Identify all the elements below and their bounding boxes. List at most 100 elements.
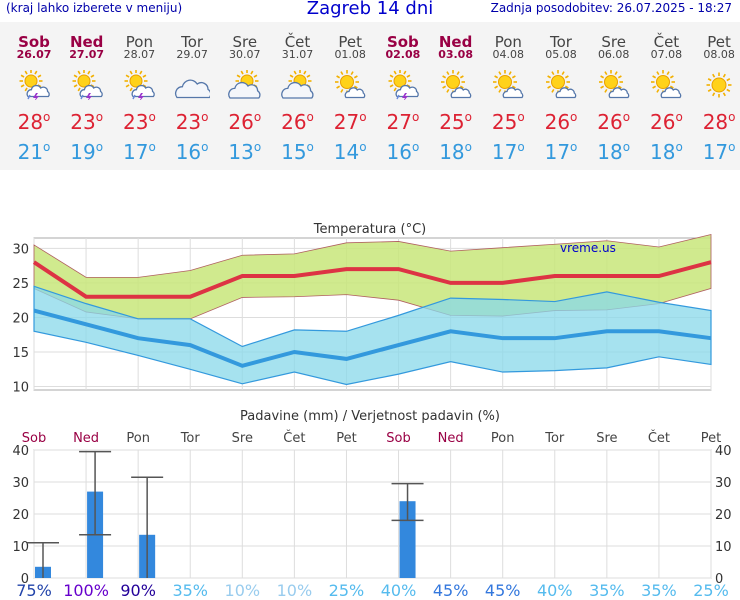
day-date: 31.07 [281, 48, 314, 61]
degree-mark: o [148, 110, 156, 124]
sun-small-cloud-icon [546, 70, 577, 99]
degree-mark: o [306, 110, 314, 124]
watermark: vreme.us [560, 241, 616, 255]
day-name: Sre [601, 33, 626, 51]
min-temperature: 16o [166, 140, 218, 164]
degree-mark: o [622, 140, 631, 154]
degree-mark: o [728, 140, 736, 154]
precipitation-probability: 40% [381, 581, 417, 600]
forecast-day: Čet 07.08 26o 18o [640, 22, 692, 170]
sun-icon [706, 72, 732, 98]
y-tick-label-right: 10 [715, 540, 732, 555]
sun-small-cloud-icon [598, 70, 629, 99]
min-temperature-value: 17 [544, 140, 571, 164]
daily-forecast-strip: Sob 26.07 28o 21o Ned 27.07 23o 19o Pon 28.07 23o 1… [0, 22, 740, 170]
x-tick-label: Čet [283, 430, 305, 446]
x-tick-label: Sob [386, 431, 410, 446]
precipitation-chart-title: Padavine (mm) / Verjetnost padavin (%) [240, 409, 500, 424]
degree-mark: o [43, 110, 51, 124]
min-temperature-value: 17 [702, 140, 729, 164]
forecast-day: Čet 31.07 26o 15o [272, 22, 324, 170]
min-temperature: 17o [693, 140, 740, 164]
max-temperature: 27o [324, 110, 376, 134]
max-temperature: 28o [8, 110, 60, 134]
day-name: Čet [653, 33, 680, 51]
day-name: Pet [338, 33, 362, 51]
sun-cloud-icon [280, 70, 314, 99]
min-temperature-value: 21 [17, 140, 44, 164]
day-date: 26.07 [16, 48, 52, 61]
temperature-chart: Temperatura (°C) 10 15 20 25 30 vreme.us [12, 222, 712, 396]
day-name: Pon [125, 33, 153, 51]
x-tick-label: Pon [126, 431, 150, 446]
sun-small-cloud-icon [493, 70, 524, 99]
precipitation-probability: 35% [589, 581, 625, 600]
temperature-chart-title: Temperatura (°C) [313, 222, 426, 237]
x-tick-label: Sre [596, 431, 617, 446]
degree-mark: o [201, 110, 209, 124]
day-date: 03.08 [438, 48, 473, 61]
y-tick-label-right: 20 [715, 508, 732, 523]
degree-mark: o [148, 140, 156, 154]
min-temperature-value: 18 [597, 140, 623, 164]
degree-mark: o [517, 140, 525, 154]
min-temperature: 14o [324, 140, 376, 164]
min-temperature-value: 16 [175, 140, 202, 164]
max-temperature: 26o [535, 110, 587, 134]
degree-mark: o [43, 140, 51, 154]
min-temperature: 18o [588, 140, 640, 164]
x-tick-label: Ned [73, 431, 99, 446]
x-tick-label: Ned [438, 431, 464, 446]
min-temperature: 17o [113, 140, 165, 164]
forecast-day: Ned 27.07 23o 19o [61, 22, 113, 170]
cloud-icon [175, 79, 211, 99]
precipitation-probability: 35% [641, 581, 677, 600]
min-temperature-value: 19 [70, 140, 96, 164]
day-name: Pet [707, 33, 731, 51]
degree-mark: o [359, 140, 367, 154]
max-temperature-value: 27 [333, 110, 360, 134]
max-temperature-value: 25 [491, 110, 518, 134]
precipitation-probability: 10% [225, 581, 261, 600]
forecast-day: Pon 04.08 25o 17o [482, 22, 534, 170]
day-date: 08.08 [703, 48, 735, 61]
sun-cloud-icon [227, 70, 261, 99]
precipitation-probability: 25% [329, 581, 365, 600]
min-temperature: 17o [535, 140, 587, 164]
y-tick-label-right: 40 [715, 444, 732, 459]
forecast-day: Pet 08.08 28o 17o [693, 22, 740, 170]
degree-mark: o [464, 140, 472, 154]
precipitation-probability: 100% [63, 581, 109, 600]
location-menu-hint[interactable]: (kraj lahko izberete v meniju) [6, 1, 183, 15]
day-name: Sre [232, 33, 258, 51]
x-tick-label: Čet [648, 430, 670, 446]
y-tick-label-right: 0 [715, 572, 723, 587]
day-name: Ned [69, 33, 104, 51]
forecast-day: Sob 26.07 28o 21o [8, 22, 60, 170]
max-temperature-value: 25 [439, 110, 465, 134]
precipitation-probability: 90% [120, 581, 156, 600]
precipitation-probability: 25% [693, 581, 729, 600]
x-tick-label: Pet [336, 431, 356, 446]
max-temperature-value: 26 [544, 110, 571, 134]
max-temperature: 23o [113, 110, 165, 134]
day-name: Tor [550, 33, 572, 51]
max-temperature-value: 26 [597, 110, 623, 134]
max-temperature-value: 23 [175, 110, 202, 134]
y-tick-label: 20 [12, 508, 29, 523]
min-temperature: 15o [272, 140, 324, 164]
max-temperature-value: 26 [228, 110, 254, 134]
degree-mark: o [253, 140, 262, 154]
max-temperature-value: 27 [386, 110, 412, 134]
forecast-day: Ned 03.08 25o 18o [430, 22, 482, 170]
precipitation-probability: 35% [172, 581, 208, 600]
max-temperature: 28o [693, 110, 740, 134]
min-temperature-value: 16 [386, 140, 412, 164]
max-temperature-value: 26 [649, 110, 676, 134]
top-bar: (kraj lahko izberete v meniju) Zagreb 14… [0, 0, 740, 22]
day-date: 29.07 [176, 48, 208, 61]
degree-mark: o [517, 110, 525, 124]
max-temperature: 26o [588, 110, 640, 134]
page-title: Zagreb 14 dni [306, 0, 434, 19]
degree-mark: o [201, 140, 209, 154]
